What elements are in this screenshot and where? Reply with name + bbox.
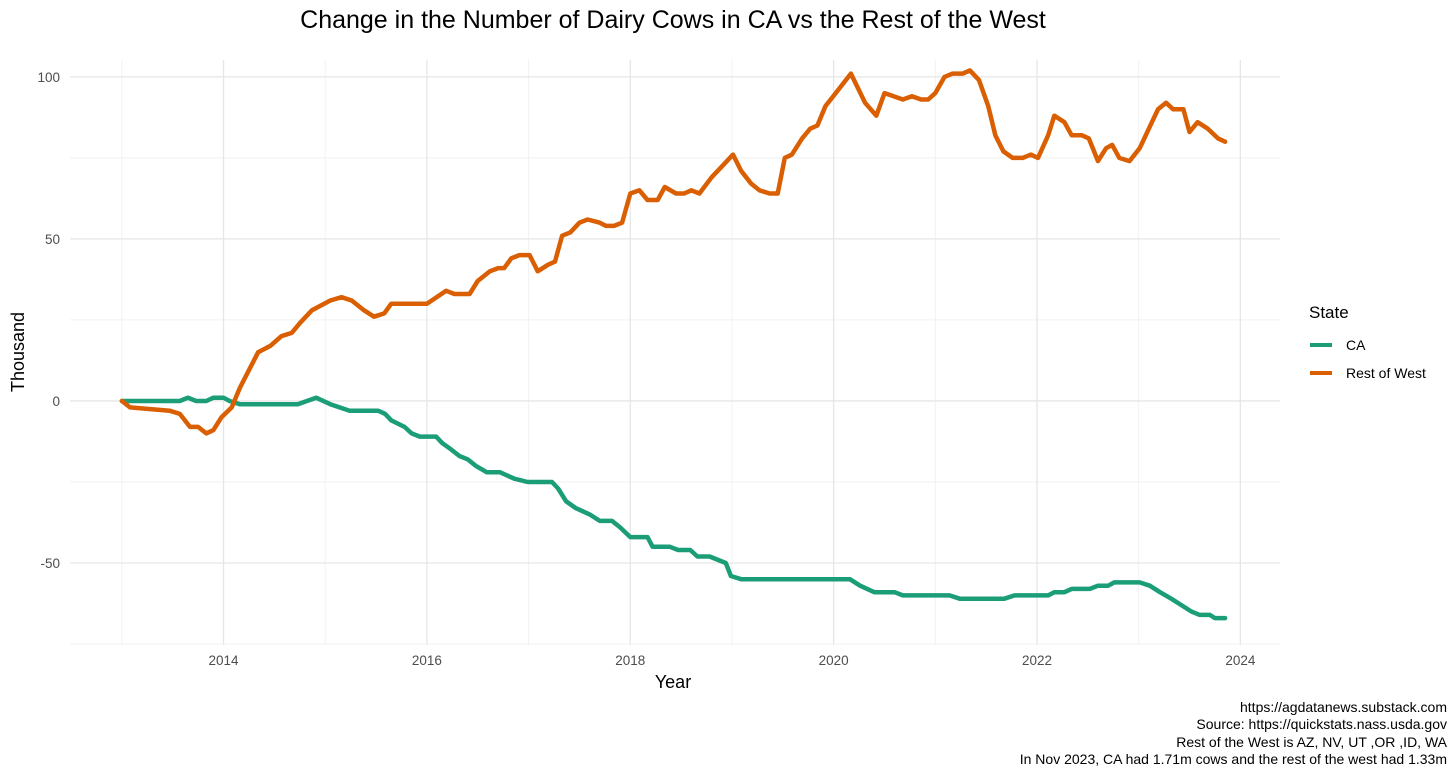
caption-line: In Nov 2023, CA had 1.71m cows and the r… bbox=[1020, 751, 1447, 767]
y-axis-label: Thousand bbox=[8, 312, 28, 392]
legend: State CA Rest of West bbox=[1309, 303, 1426, 381]
caption: https://agdatanews.substack.com Source: … bbox=[1020, 699, 1448, 767]
y-tick-label: 0 bbox=[52, 394, 60, 409]
caption-line: Rest of the West is AZ, NV, UT ,OR ,ID, … bbox=[1176, 734, 1447, 750]
y-tick-labels: -50 0 50 100 bbox=[37, 70, 60, 571]
x-tick-label: 2016 bbox=[412, 653, 442, 668]
y-tick-label: 100 bbox=[37, 70, 60, 85]
y-tick-label: -50 bbox=[40, 556, 60, 571]
y-tick-label: 50 bbox=[45, 232, 60, 247]
x-axis-label: Year bbox=[655, 672, 691, 692]
x-tick-labels: 2014 2016 2018 2020 2022 2024 bbox=[209, 653, 1256, 668]
x-tick-label: 2024 bbox=[1225, 653, 1256, 668]
legend-label-ca: CA bbox=[1346, 337, 1366, 353]
legend-title: State bbox=[1309, 303, 1349, 322]
chart-title: Change in the Number of Dairy Cows in CA… bbox=[300, 6, 1046, 34]
caption-line: https://agdatanews.substack.com bbox=[1240, 699, 1447, 715]
legend-label-rest-of-west: Rest of West bbox=[1346, 365, 1426, 381]
caption-line: Source: https://quickstats.nass.usda.gov bbox=[1196, 716, 1447, 732]
series-line-rest-of-west bbox=[119, 68, 1228, 436]
series-line-ca bbox=[119, 395, 1228, 621]
x-tick-label: 2014 bbox=[209, 653, 240, 668]
x-tick-label: 2020 bbox=[819, 653, 849, 668]
x-tick-label: 2018 bbox=[615, 653, 645, 668]
series-lines bbox=[119, 68, 1228, 621]
x-tick-label: 2022 bbox=[1022, 653, 1052, 668]
grid bbox=[70, 60, 1280, 645]
